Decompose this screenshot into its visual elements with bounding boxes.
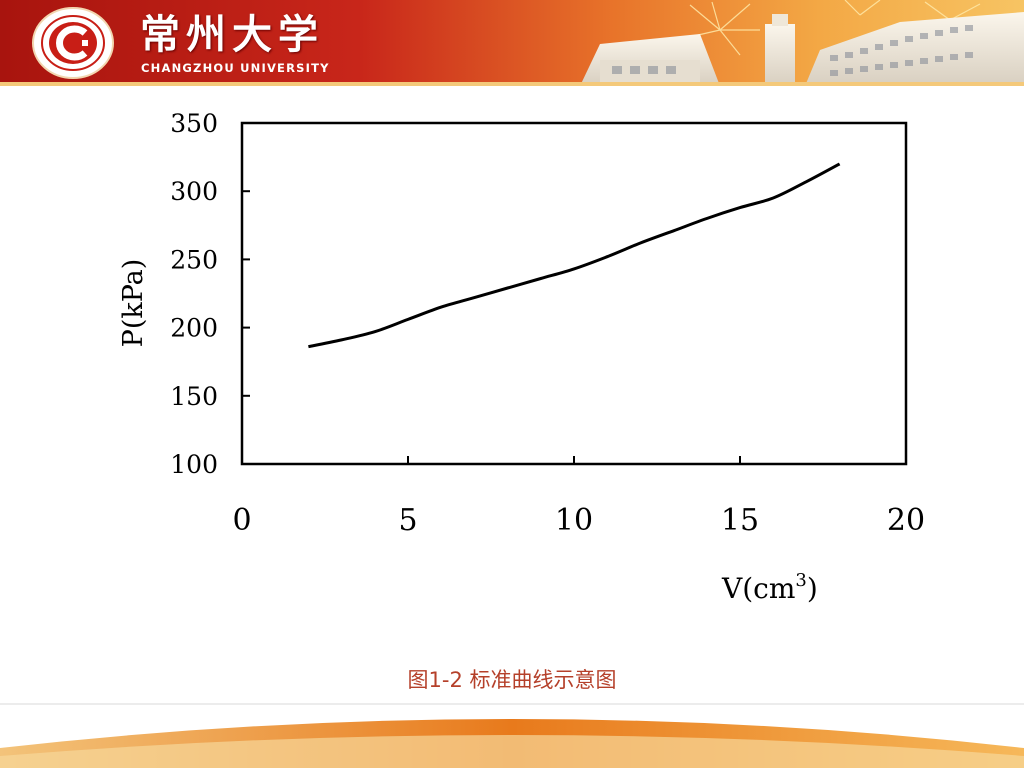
header-banner: 常州大学 CHANGZHOU UNIVERSITY [0,0,1024,86]
y-axis-label: P(kPa) [118,259,149,348]
pressure-volume-chart: 100 150 200 250 300 350 0 5 10 15 20 P(kPa) V(cm3… [118,109,925,605]
y-tick-label: 100 [170,450,218,479]
plot-frame [240,121,908,466]
axis-ticks [241,122,907,465]
banner-background [0,0,1024,86]
x-tick-label: 5 [398,503,417,538]
y-tick-label: 300 [170,177,218,206]
x-tick-label: 15 [721,503,759,538]
y-tick-label: 350 [170,109,218,138]
x-axis-label-superscript: 3 [795,570,806,591]
figure-caption: 图1-2 标准曲线示意图 [407,668,617,692]
campus-buildings [0,12,1024,86]
y-tick-label: 200 [170,314,218,343]
x-tick-label: 10 [555,503,593,538]
y-tick-labels: 100 150 200 250 300 350 [170,109,218,479]
y-tick-label: 250 [170,245,218,274]
university-logo [32,7,114,79]
x-tick-labels: 0 5 10 15 20 [232,503,925,538]
footer-decoration [0,703,1024,768]
university-name-english: CHANGZHOU UNIVERSITY [141,61,330,75]
series-line [308,162,841,349]
y-tick-label: 150 [170,382,218,411]
x-tick-label: 20 [887,503,925,538]
x-tick-label: 0 [232,503,251,538]
university-name-chinese: 常州大学 [140,11,324,58]
x-axis-label: V(cm3) [721,570,818,605]
